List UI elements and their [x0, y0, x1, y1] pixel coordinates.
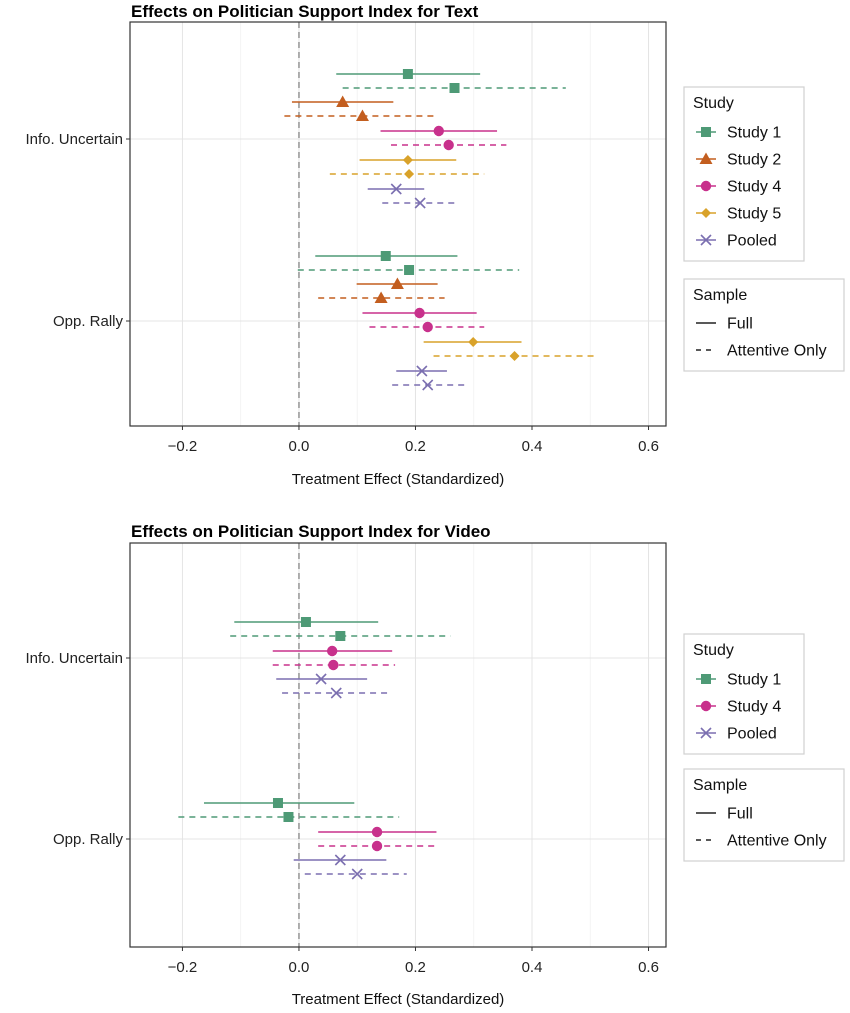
point-estimate-marker [283, 812, 294, 822]
point-estimate-marker [404, 265, 415, 275]
plot-border [129, 21, 667, 427]
point-estimate-marker [402, 155, 413, 165]
legend-box [683, 86, 805, 262]
point-estimate-marker [422, 379, 434, 391]
point-estimate-marker [330, 687, 342, 699]
legend-key-marker [701, 127, 711, 137]
legend-item-label: Study 4 [727, 699, 781, 716]
point-estimate-marker [433, 125, 444, 137]
legend-key-marker [700, 180, 712, 192]
x-tick-label: 0.6 [638, 438, 659, 455]
point-estimate-marker [351, 868, 363, 880]
chart-title: Effects on Politician Support Index for … [131, 2, 479, 21]
point-estimate-marker [422, 321, 433, 333]
legend-title: Study [693, 642, 734, 659]
legend-title: Sample [693, 777, 747, 794]
point-estimate-marker [404, 169, 415, 179]
y-tick-label: Info. Uncertain [25, 650, 123, 667]
legend-item-label: Study 1 [727, 125, 781, 142]
legend-item-label: Full [727, 316, 753, 333]
legend-item-label: Study 4 [727, 179, 781, 196]
x-tick-label: 0.4 [522, 959, 543, 976]
legend-item-label: Study 1 [727, 672, 781, 689]
x-axis-title: Treatment Effect (Standardized) [292, 471, 505, 488]
legend-study: Study Study 1 Study 4 Pooled [683, 633, 805, 755]
point-estimate-marker [390, 277, 404, 289]
legend-item-label: Attentive Only [727, 833, 827, 850]
point-estimate-marker [326, 645, 338, 657]
y-tick-label: Opp. Rally [53, 313, 124, 330]
x-tick-label: 0.2 [405, 438, 426, 455]
point-estimate-marker [374, 291, 388, 303]
point-estimate-marker [468, 337, 479, 347]
panel-video: Effects on Politician Support Index for … [25, 522, 845, 1008]
legend-item-label: Pooled [727, 726, 777, 743]
legend-title: Sample [693, 287, 747, 304]
point-estimate-marker [328, 659, 339, 671]
point-estimate-marker [355, 109, 369, 121]
x-tick-label: 0.0 [289, 959, 310, 976]
point-estimate-marker [449, 83, 460, 93]
point-estimate-marker [390, 183, 402, 195]
point-estimate-marker [380, 251, 391, 261]
point-estimate-marker [300, 617, 311, 627]
y-tick-label: Opp. Rally [53, 831, 124, 848]
legend-item-label: Pooled [727, 233, 777, 250]
legend-title: Study [693, 95, 734, 112]
point-estimate-marker [509, 351, 520, 361]
point-estimate-marker [335, 631, 346, 641]
legend-sample: Sample Full Attentive Only [683, 768, 845, 862]
legend-item-label: Study 2 [727, 152, 781, 169]
point-estimate-marker [402, 69, 413, 79]
legend-key-marker [701, 674, 711, 684]
legend-item-label: Study 5 [727, 206, 781, 223]
x-tick-label: 0.0 [289, 438, 310, 455]
chart-title: Effects on Politician Support Index for … [131, 522, 491, 541]
point-estimate-marker [272, 798, 283, 808]
point-estimate-marker [443, 139, 454, 151]
point-estimate-marker [414, 307, 425, 319]
legend-key-marker [700, 700, 712, 712]
point-estimate-marker [416, 365, 428, 377]
x-tick-label: −0.2 [168, 438, 198, 455]
point-estimate-marker [371, 840, 383, 852]
legend-key-marker [701, 208, 711, 218]
x-tick-label: −0.2 [168, 959, 198, 976]
plot-background [130, 22, 666, 426]
legend-key-marker [699, 152, 713, 164]
point-estimate-marker [336, 95, 350, 107]
plot-border [129, 542, 667, 948]
legend-key-marker [700, 727, 712, 739]
x-tick-label: 0.4 [522, 438, 543, 455]
x-tick-label: 0.6 [638, 959, 659, 976]
legend-box [683, 278, 845, 372]
legend-item-label: Attentive Only [727, 343, 827, 360]
x-tick-label: 0.2 [405, 959, 426, 976]
point-estimate-marker [334, 854, 346, 866]
point-estimate-marker [371, 826, 383, 838]
y-tick-label: Info. Uncertain [25, 131, 123, 148]
point-estimate-marker [315, 673, 327, 685]
panel-text: Effects on Politician Support Index for … [25, 2, 845, 488]
x-axis-title: Treatment Effect (Standardized) [292, 991, 505, 1008]
legend-box [683, 768, 845, 862]
legend-item-label: Full [727, 806, 753, 823]
legend-sample: Sample Full Attentive Only [683, 278, 845, 372]
legend-key-marker [700, 234, 712, 246]
legend-study: Study Study 1 Study 2 Study 4 Study 5 Pooled [683, 86, 805, 262]
point-estimate-marker [414, 197, 426, 209]
plot-background [130, 543, 666, 947]
